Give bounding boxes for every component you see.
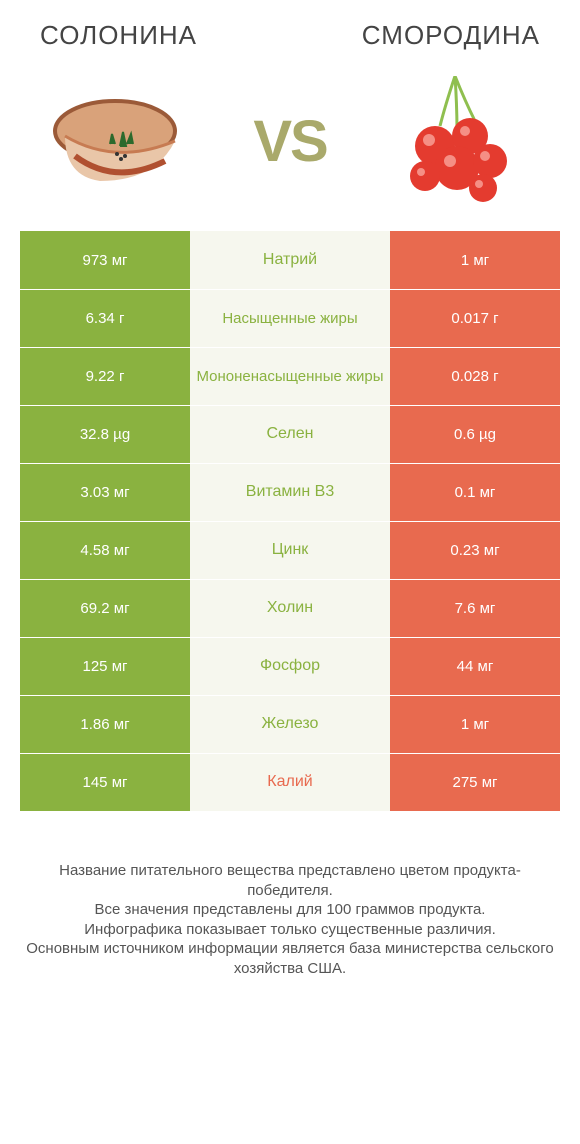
nutrient-name: Цинк (190, 522, 390, 579)
right-value: 275 мг (390, 754, 560, 811)
right-value: 7.6 мг (390, 580, 560, 637)
left-value: 4.58 мг (20, 522, 190, 579)
right-value: 44 мг (390, 638, 560, 695)
nutrient-name: Селен (190, 406, 390, 463)
right-value: 0.028 г (390, 348, 560, 405)
left-value: 32.8 µg (20, 406, 190, 463)
vs-label: VS (253, 108, 326, 175)
table-row: 69.2 мгХолин7.6 мг (20, 579, 560, 637)
nutrient-name: Фосфор (190, 638, 390, 695)
nutrient-name: Насыщенные жиры (190, 290, 390, 347)
right-value: 0.6 µg (390, 406, 560, 463)
left-value: 3.03 мг (20, 464, 190, 521)
left-value: 9.22 г (20, 348, 190, 405)
table-row: 145 мгКалий275 мг (20, 753, 560, 811)
left-value: 69.2 мг (20, 580, 190, 637)
nutrient-name: Железо (190, 696, 390, 753)
table-row: 973 мгНатрий1 мг (20, 231, 560, 289)
hero-row: VS (0, 61, 580, 231)
meat-icon (45, 86, 205, 196)
nutrient-table: 973 мгНатрий1 мг6.34 гНасыщенные жиры0.0… (20, 231, 560, 811)
nutrient-name: Калий (190, 754, 390, 811)
left-value: 6.34 г (20, 290, 190, 347)
left-value: 1.86 мг (20, 696, 190, 753)
nutrient-name: Холин (190, 580, 390, 637)
footer-line: Инфографика показывает только существенн… (24, 920, 556, 940)
table-row: 125 мгФосфор44 мг (20, 637, 560, 695)
nutrient-name: Мононенасыщенные жиры (190, 348, 390, 405)
left-value: 973 мг (20, 231, 190, 289)
footer-line: Все значения представлены для 100 граммо… (24, 900, 556, 920)
left-value: 125 мг (20, 638, 190, 695)
footer-line: Название питательного вещества представл… (24, 861, 556, 900)
left-value: 145 мг (20, 754, 190, 811)
table-row: 32.8 µgСелен0.6 µg (20, 405, 560, 463)
right-product-title: СМОРОДИНА (362, 20, 540, 51)
table-row: 6.34 гНасыщенные жиры0.017 г (20, 289, 560, 347)
right-value: 0.1 мг (390, 464, 560, 521)
table-row: 1.86 мгЖелезо1 мг (20, 695, 560, 753)
currant-icon (385, 76, 525, 206)
header: СОЛОНИНА СМОРОДИНА (0, 0, 580, 61)
right-value: 1 мг (390, 696, 560, 753)
left-product-image (40, 76, 210, 206)
table-row: 3.03 мгВитамин B30.1 мг (20, 463, 560, 521)
table-row: 4.58 мгЦинк0.23 мг (20, 521, 560, 579)
right-value: 1 мг (390, 231, 560, 289)
footer-line: Основным источником информации является … (24, 939, 556, 978)
right-value: 0.23 мг (390, 522, 560, 579)
table-row: 9.22 гМононенасыщенные жиры0.028 г (20, 347, 560, 405)
nutrient-name: Натрий (190, 231, 390, 289)
right-product-image (370, 76, 540, 206)
footer-note: Название питательного вещества представл… (0, 811, 580, 978)
left-product-title: СОЛОНИНА (40, 20, 197, 51)
nutrient-name: Витамин B3 (190, 464, 390, 521)
right-value: 0.017 г (390, 290, 560, 347)
